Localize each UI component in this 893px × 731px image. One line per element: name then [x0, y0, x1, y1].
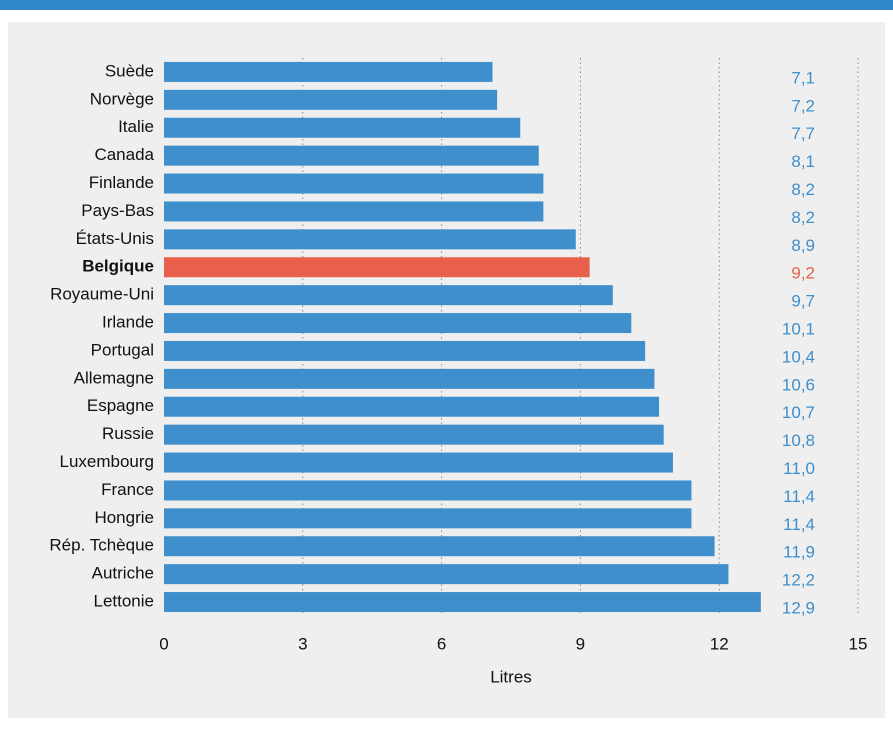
x-tick-label: 6 [437, 634, 446, 653]
value-label: 10,1 [782, 320, 815, 339]
bar [164, 89, 498, 110]
y-tick-label: Allemagne [74, 368, 154, 387]
value-label: 8,9 [791, 236, 815, 255]
bar [164, 424, 664, 445]
x-tick-label: 9 [576, 634, 585, 653]
y-tick-label: Irlande [102, 313, 154, 332]
value-label: 10,6 [782, 375, 815, 394]
bar [164, 173, 544, 194]
x-tick-label: 12 [710, 634, 729, 653]
y-tick-label: Canada [94, 145, 154, 164]
y-tick-label: Portugal [91, 340, 154, 359]
value-label: 7,1 [791, 68, 815, 87]
x-tick-label: 0 [159, 634, 168, 653]
value-label: 9,7 [791, 292, 815, 311]
x-axis-label: Litres [490, 667, 532, 686]
y-tick-label: Hongrie [94, 508, 154, 527]
bar [164, 536, 715, 557]
y-tick-label: Rép. Tchèque [49, 536, 154, 555]
header-bar [0, 0, 893, 10]
value-label: 8,2 [791, 180, 815, 199]
bar [164, 564, 729, 585]
value-label: 10,8 [782, 431, 815, 450]
bar [164, 117, 521, 138]
bar [164, 480, 692, 501]
bar [164, 145, 539, 166]
value-label: 7,2 [791, 96, 815, 115]
bar [164, 285, 613, 306]
bar [164, 452, 673, 473]
y-tick-label: Russie [102, 424, 154, 443]
value-label: 9,2 [791, 264, 815, 283]
y-tick-label: Lettonie [94, 592, 155, 611]
y-tick-label: Royaume-Uni [50, 285, 154, 304]
y-tick-label: Italie [118, 117, 154, 136]
value-label: 11,4 [783, 487, 815, 506]
y-tick-label: Espagne [87, 396, 154, 415]
value-label: 8,1 [791, 152, 815, 171]
y-tick-label: Belgique [82, 257, 154, 276]
y-tick-label: Luxembourg [59, 452, 154, 471]
bar [164, 396, 660, 417]
value-label: 10,7 [782, 403, 815, 422]
value-label: 11,4 [783, 515, 815, 534]
bar [164, 340, 646, 361]
y-tick-label: Pays-Bas [81, 201, 154, 220]
value-label: 11,9 [783, 543, 815, 562]
bar [164, 229, 576, 250]
value-label: 12,2 [782, 571, 815, 590]
y-tick-label: Autriche [92, 564, 154, 583]
value-label: 7,7 [791, 124, 815, 143]
y-tick-label: Norvège [90, 89, 154, 108]
x-tick-label: 15 [849, 634, 868, 653]
bar [164, 508, 692, 529]
value-label: 10,4 [782, 347, 815, 366]
x-tick-label: 3 [298, 634, 307, 653]
value-label: 8,2 [791, 208, 815, 227]
y-tick-label: France [101, 480, 154, 499]
bar [164, 257, 590, 278]
bar [164, 313, 632, 334]
value-label: 12,9 [782, 599, 815, 618]
bar [164, 201, 544, 222]
y-tick-label: États-Unis [76, 229, 154, 248]
y-tick-label: Suède [105, 61, 154, 80]
bar [164, 61, 493, 82]
y-tick-label: Finlande [89, 173, 154, 192]
bar [164, 592, 761, 613]
value-label: 11,0 [783, 459, 815, 478]
bar [164, 368, 655, 389]
